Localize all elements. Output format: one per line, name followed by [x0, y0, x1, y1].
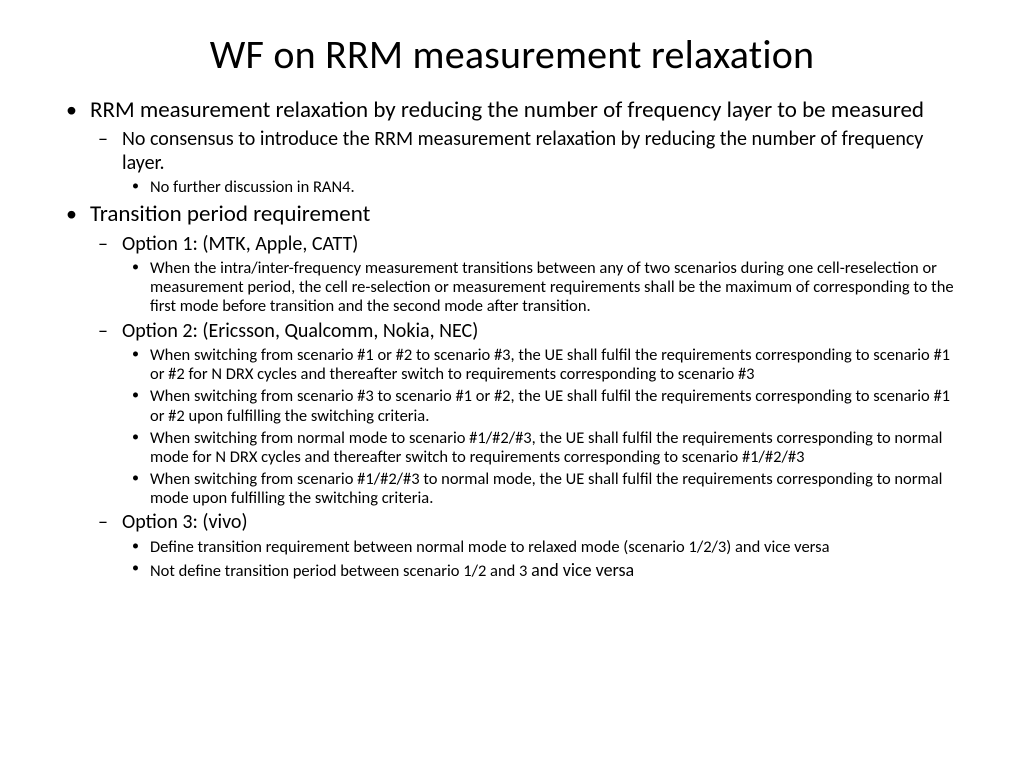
bullet-text: When the intra/inter-frequency measureme… [150, 258, 954, 316]
list-item: Transition period requirement Option 1: … [60, 201, 964, 581]
bullet-text: When switching from scenario #1 or #2 to… [150, 345, 950, 384]
list-item: When switching from scenario #1/#2/#3 to… [122, 470, 964, 508]
bullet-text: Option 3: (vivo) [122, 510, 248, 534]
sub-list: When the intra/inter-frequency measureme… [122, 259, 964, 316]
bullet-text: RRM measurement relaxation by reducing t… [90, 96, 924, 124]
list-item: Define transition requirement between no… [122, 538, 964, 557]
bullet-text: When switching from scenario #1/#2/#3 to… [150, 469, 942, 508]
sub-list: Option 1: (MTK, Apple, CATT) When the in… [90, 233, 964, 581]
bullet-text: When switching from scenario #3 to scena… [150, 386, 950, 425]
bullet-text: Transition period requirement [90, 200, 370, 228]
bullet-text: No consensus to introduce the RRM measur… [122, 127, 923, 175]
sub-list: No consensus to introduce the RRM measur… [90, 128, 964, 197]
list-item: When switching from scenario #3 to scena… [122, 387, 964, 425]
list-item: When the intra/inter-frequency measureme… [122, 259, 964, 316]
bullet-text: Define transition requirement between no… [150, 537, 829, 557]
list-item: When switching from normal mode to scena… [122, 429, 964, 467]
list-item: Option 3: (vivo) Define transition requi… [90, 511, 964, 581]
bullet-text: Option 2: (Ericsson, Qualcomm, Nokia, NE… [122, 319, 478, 343]
bullet-text: When switching from normal mode to scena… [150, 428, 942, 467]
bullet-text: Option 1: (MTK, Apple, CATT) [122, 232, 358, 256]
sub-list: Define transition requirement between no… [122, 538, 964, 581]
bullet-text-tail: and vice versa [531, 559, 634, 581]
list-item: No further discussion in RAN4. [122, 178, 964, 197]
list-item: Not define transition period between sce… [122, 560, 964, 581]
slide-title: WF on RRM measurement relaxation [60, 30, 964, 79]
list-item: When switching from scenario #1 or #2 to… [122, 346, 964, 384]
sub-list: No further discussion in RAN4. [122, 178, 964, 197]
list-item: Option 1: (MTK, Apple, CATT) When the in… [90, 233, 964, 317]
bullet-text: Not define transition period between sce… [150, 561, 531, 581]
list-item: No consensus to introduce the RRM measur… [90, 128, 964, 197]
sub-list: When switching from scenario #1 or #2 to… [122, 346, 964, 508]
bullet-list-root: RRM measurement relaxation by reducing t… [60, 97, 964, 581]
list-item: RRM measurement relaxation by reducing t… [60, 97, 964, 197]
bullet-text: No further discussion in RAN4. [150, 177, 355, 197]
list-item: Option 2: (Ericsson, Qualcomm, Nokia, NE… [90, 320, 964, 509]
